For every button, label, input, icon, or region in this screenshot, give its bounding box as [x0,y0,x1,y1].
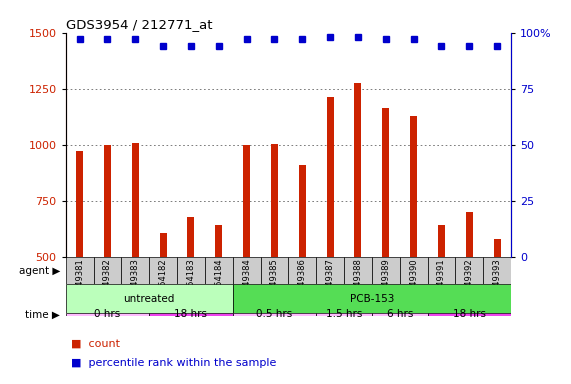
Text: agent ▶: agent ▶ [19,266,60,276]
Text: GSM149390: GSM149390 [409,258,418,309]
Text: GSM154182: GSM154182 [159,258,168,309]
Bar [149,257,177,284]
Text: GSM149393: GSM149393 [493,258,502,309]
Bar [66,313,149,316]
Bar [383,108,389,257]
Text: 18 hrs: 18 hrs [174,309,207,319]
Bar [428,257,456,284]
Text: ■  percentile rank within the sample: ■ percentile rank within the sample [71,358,277,368]
Bar [288,257,316,284]
Text: 18 hrs: 18 hrs [453,309,486,319]
Bar [438,225,445,257]
Bar [483,257,511,284]
Bar [66,284,233,313]
Text: GSM149385: GSM149385 [270,258,279,309]
Text: GSM149389: GSM149389 [381,258,391,309]
Bar [494,239,501,257]
Text: untreated: untreated [123,293,175,304]
Bar [400,257,428,284]
Bar [76,151,83,257]
Bar [271,144,278,257]
Bar [299,165,305,257]
Bar [160,233,167,257]
Text: GSM149382: GSM149382 [103,258,112,309]
Text: GSM154184: GSM154184 [214,258,223,309]
Bar [410,116,417,257]
Text: GSM149384: GSM149384 [242,258,251,309]
Bar [327,97,333,257]
Text: GDS3954 / 212771_at: GDS3954 / 212771_at [66,18,212,31]
Bar [260,257,288,284]
Bar [149,313,233,316]
Text: ■  count: ■ count [71,339,120,349]
Text: GSM149387: GSM149387 [325,258,335,309]
Text: 1.5 hrs: 1.5 hrs [326,309,362,319]
Bar [205,257,233,284]
Text: 0.5 hrs: 0.5 hrs [256,309,292,319]
Text: GSM149388: GSM149388 [353,258,363,309]
Text: GSM149392: GSM149392 [465,258,474,309]
Bar [428,313,511,316]
Text: GSM149383: GSM149383 [131,258,140,309]
Bar [132,143,139,257]
Bar [344,257,372,284]
Text: GSM149381: GSM149381 [75,258,84,309]
Bar [316,313,372,316]
Bar [466,212,473,257]
Bar [456,257,483,284]
Bar [316,257,344,284]
Text: 6 hrs: 6 hrs [387,309,413,319]
Bar [372,313,428,316]
Bar [233,284,511,313]
Bar [122,257,149,284]
Bar [372,257,400,284]
Text: 0 hrs: 0 hrs [94,309,120,319]
Text: GSM154183: GSM154183 [186,258,195,309]
Bar [187,217,194,257]
Bar [177,257,205,284]
Text: PCB-153: PCB-153 [349,293,394,304]
Bar [233,257,260,284]
Bar [355,83,361,257]
Bar [104,146,111,257]
Bar [94,257,122,284]
Text: GSM149391: GSM149391 [437,258,446,309]
Text: time ▶: time ▶ [25,309,60,319]
Bar [215,225,222,257]
Bar [66,257,94,284]
Text: GSM149386: GSM149386 [297,258,307,309]
Bar [243,144,250,257]
Bar [233,313,316,316]
